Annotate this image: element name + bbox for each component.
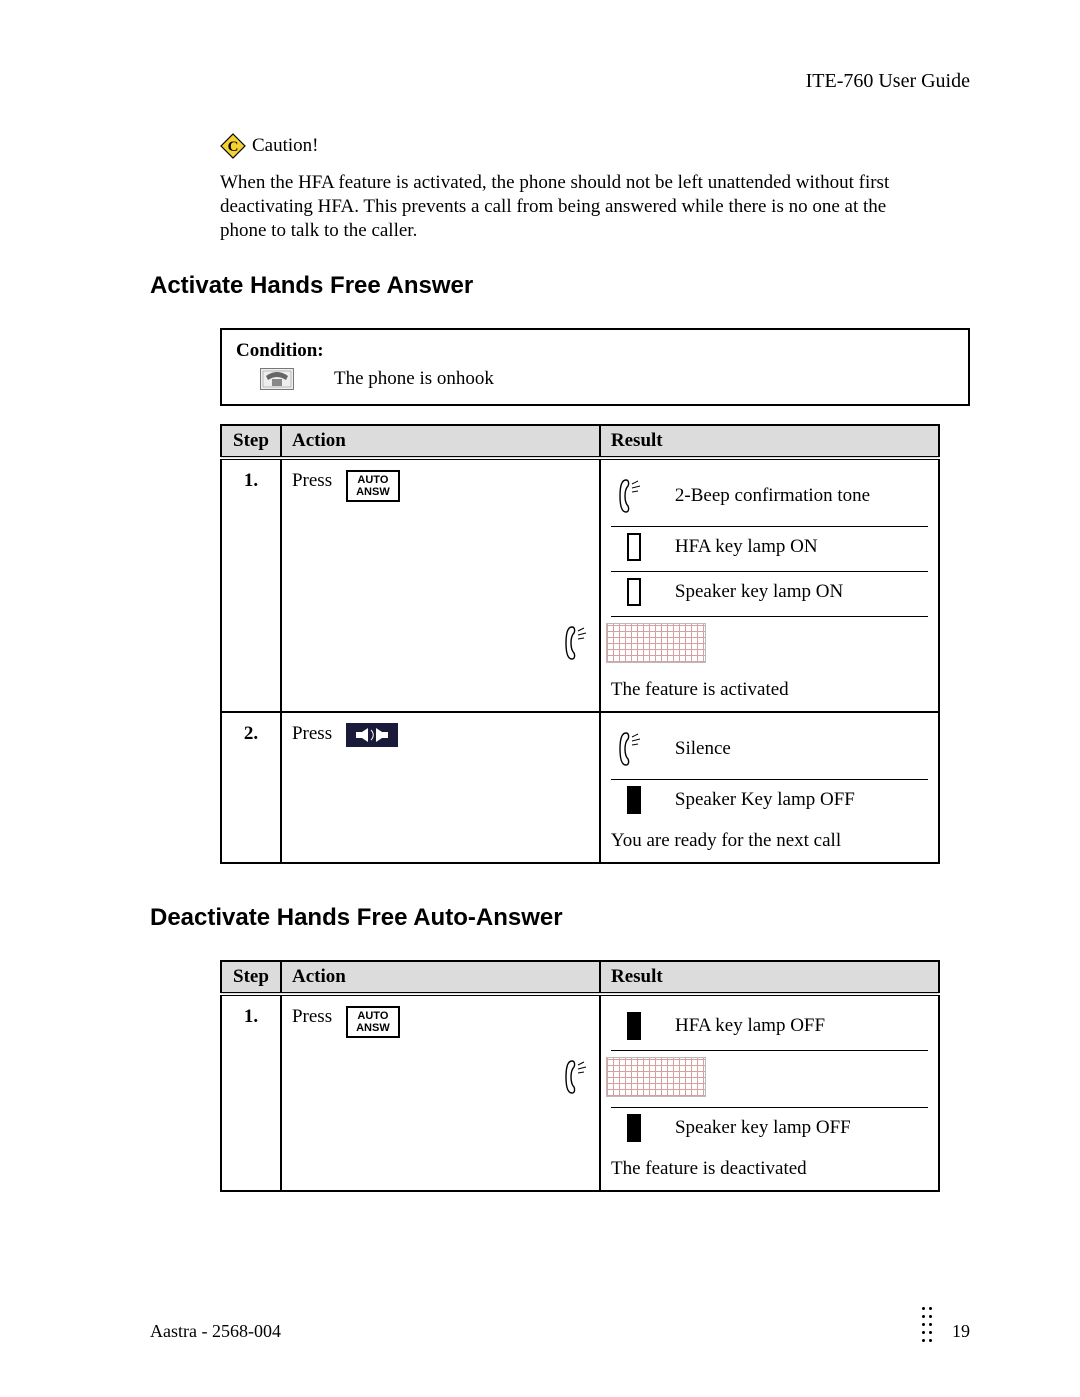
result-item: 2-Beep confirmation tone (611, 470, 928, 527)
speaker-key-icon (346, 723, 398, 747)
result-item: Speaker key lamp ON (611, 572, 928, 617)
result-item: Speaker Key lamp OFF (611, 780, 928, 824)
section-heading-activate: Activate Hands Free Answer (150, 272, 970, 300)
result-cell: HFA key lamp OFF Speaker key lamp OFF The … (600, 994, 939, 1191)
result-item (611, 617, 928, 673)
result-item: Silence (611, 723, 928, 780)
condition-box: Condition: The phone is onhook (220, 328, 970, 406)
footer-left: Aastra - 2568-004 (150, 1321, 281, 1342)
caution-text: When the HFA feature is activated, the p… (220, 171, 920, 242)
action-cell: Press AUTOANSW (281, 994, 600, 1191)
action-word: Press (292, 723, 332, 745)
action-cell: Press AUTOANSW (281, 458, 600, 712)
activated-icon (611, 623, 657, 663)
result-summary: You are ready for the next call (611, 824, 928, 852)
action-word: Press (292, 470, 332, 492)
result-item: HFA key lamp ON (611, 527, 928, 572)
lamp-on-icon (611, 533, 657, 561)
result-text: HFA key lamp OFF (675, 1015, 825, 1037)
svg-text:C: C (228, 139, 239, 155)
lamp-off-icon (611, 1012, 657, 1040)
lamp-off-icon (611, 786, 657, 814)
result-item: Speaker key lamp OFF (611, 1108, 928, 1152)
col-action: Action (281, 425, 600, 458)
step-number: 2. (221, 712, 281, 863)
result-cell: Silence Speaker Key lamp OFF You are ready… (600, 712, 939, 863)
phone-onhook-icon (260, 368, 294, 390)
col-step: Step (221, 425, 281, 458)
result-text: Speaker key lamp ON (675, 581, 843, 603)
footer-dots-icon (922, 1307, 932, 1342)
result-cell: 2-Beep confirmation tone HFA key lamp ON S… (600, 458, 939, 712)
lamp-off-icon (611, 1114, 657, 1142)
activate-table: Step Action Result 1. Press AUTOANSW 2-Beep… (220, 424, 940, 864)
page-footer: Aastra - 2568-004 19 (150, 1307, 970, 1342)
col-action: Action (281, 961, 600, 994)
col-result: Result (600, 961, 939, 994)
result-summary: The feature is activated (611, 673, 928, 701)
lamp-on-icon (611, 578, 657, 606)
handset-icon (611, 729, 657, 769)
col-step: Step (221, 961, 281, 994)
deactivate-table: Step Action Result 1. Press AUTOANSW HFA ke… (220, 960, 940, 1192)
footer-page-number: 19 (952, 1321, 970, 1342)
result-summary: The feature is deactivated (611, 1152, 928, 1180)
section-heading-deactivate: Deactivate Hands Free Auto-Answer (150, 904, 970, 932)
activated-icon (611, 1057, 657, 1097)
auto-answ-key: AUTOANSW (346, 470, 400, 502)
document-header: ITE-760 User Guide (150, 70, 970, 93)
result-text: HFA key lamp ON (675, 536, 818, 558)
condition-label: Condition: (236, 340, 954, 362)
result-item: HFA key lamp OFF (611, 1006, 928, 1051)
result-item (611, 1051, 928, 1108)
caution-label: Caution! (252, 135, 319, 157)
result-text: Silence (675, 738, 731, 760)
col-result: Result (600, 425, 939, 458)
handset-icon (611, 476, 657, 516)
action-word: Press (292, 1006, 332, 1028)
result-text: 2-Beep confirmation tone (675, 485, 870, 507)
result-text: Speaker Key lamp OFF (675, 789, 855, 811)
condition-text: The phone is onhook (334, 368, 494, 390)
result-text: Speaker key lamp OFF (675, 1117, 851, 1139)
step-number: 1. (221, 458, 281, 712)
action-cell: Press (281, 712, 600, 863)
auto-answ-key: AUTOANSW (346, 1006, 400, 1038)
step-number: 1. (221, 994, 281, 1191)
caution-icon: C (220, 133, 246, 159)
